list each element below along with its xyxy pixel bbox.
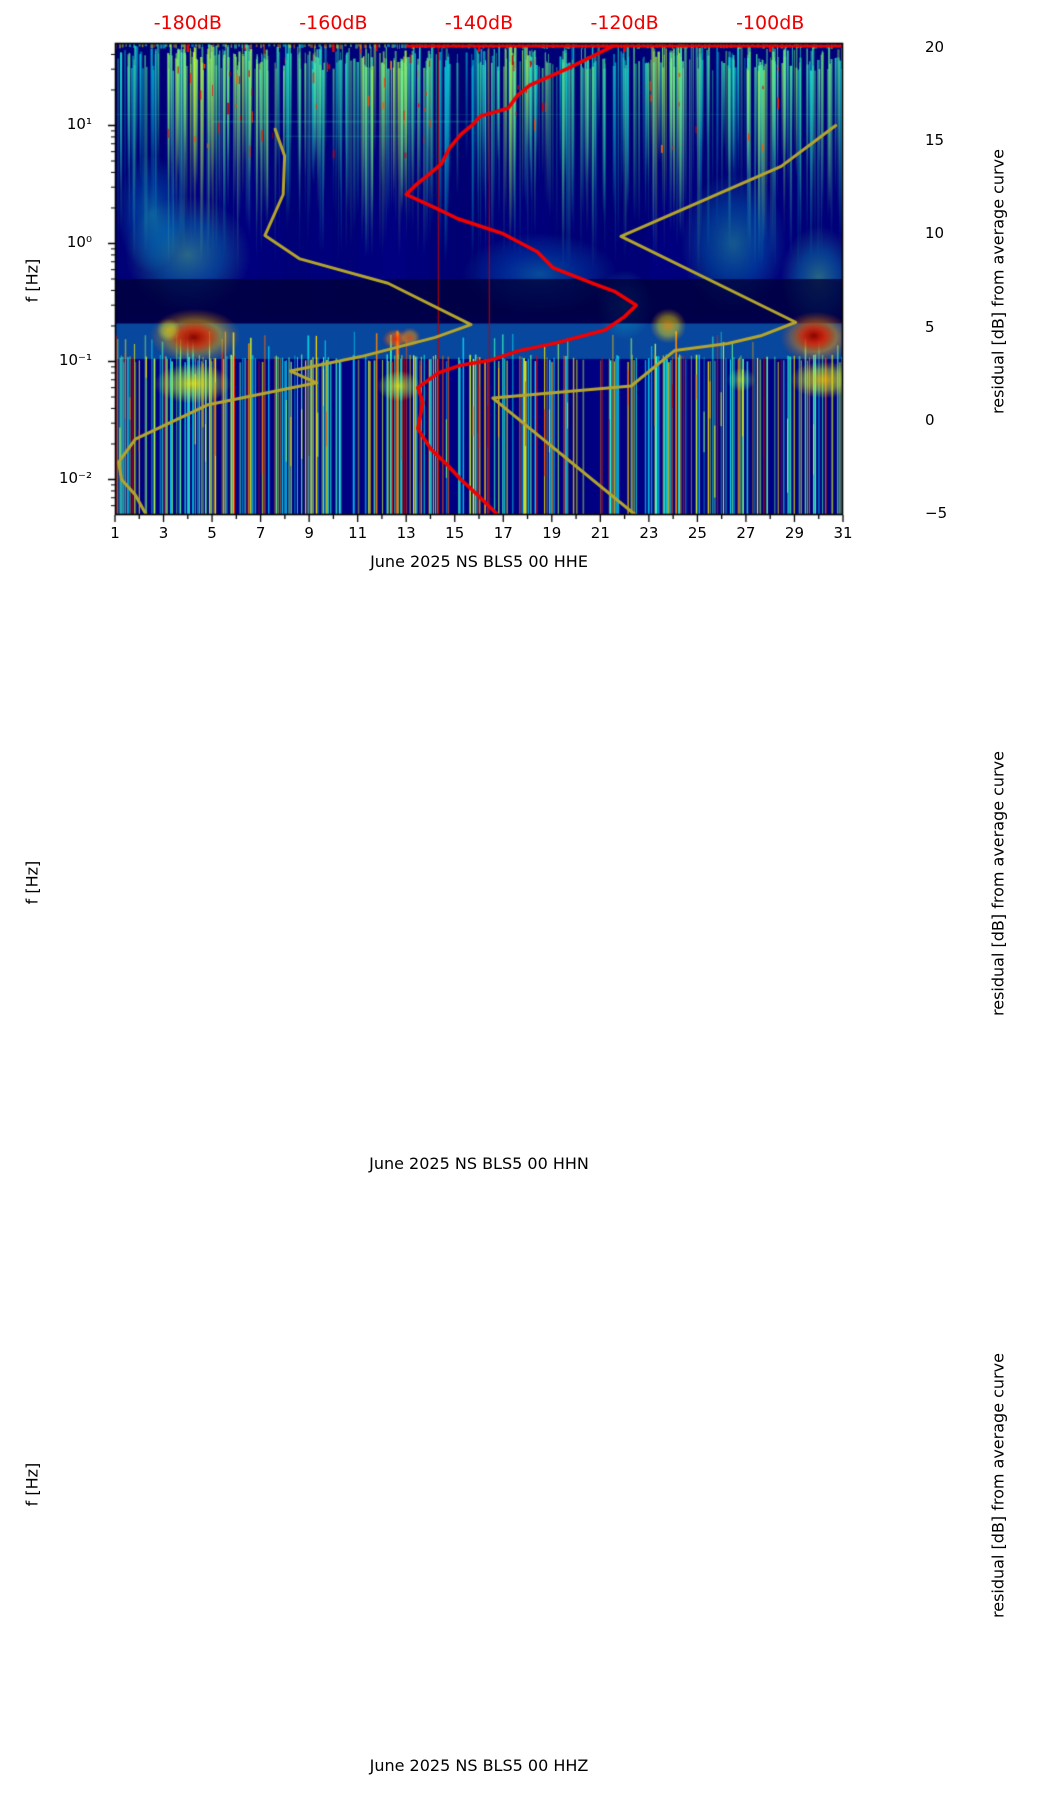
colorbar-tick-label: −5 <box>925 504 948 522</box>
y-axis-label: f [Hz] <box>22 258 42 303</box>
x-tick-label: 27 <box>736 524 756 542</box>
x-tick-label: 11 <box>348 524 368 542</box>
colorbar-tick-label: 20 <box>925 38 945 56</box>
x-tick-label: 31 <box>833 524 853 542</box>
top-axis-db-label: -100dB <box>736 12 805 34</box>
y-axis-label: f [Hz] <box>22 860 42 905</box>
x-tick-label: 1 <box>110 524 120 542</box>
y-tick-label: 10⁻¹ <box>58 351 92 370</box>
x-tick-label: 13 <box>396 524 416 542</box>
x-axis-title: June 2025 NS BLS5 00 HHE <box>370 552 588 571</box>
colorbar-tick-label: 0 <box>925 410 935 429</box>
top-axis-db-label: -140dB <box>444 12 514 34</box>
y-tick-label: 10⁰ <box>66 233 92 252</box>
x-tick-label: 3 <box>158 524 169 542</box>
colorbar-tick-label: 10 <box>925 224 945 243</box>
top-axis-db-label: -180dB <box>153 12 222 34</box>
colorbar-label: residual [dB] from average curve <box>988 751 1008 1016</box>
y-tick-label: 10¹ <box>66 115 92 134</box>
colorbar-label: residual [dB] from average curve <box>988 1353 1008 1618</box>
colorbar-label: residual [dB] from average curve <box>988 149 1008 414</box>
x-tick-label: 7 <box>255 524 266 542</box>
x-tick-label: 17 <box>493 524 513 542</box>
panel-hhn: f [Hz] June 2025 NS BLS5 00 HHN residual… <box>0 602 1052 1204</box>
x-axis-title: June 2025 NS BLS5 00 HHZ <box>369 1756 589 1775</box>
x-tick-label: 29 <box>784 524 804 542</box>
x-tick-label: 15 <box>445 524 465 542</box>
panel-hhz: f [Hz] June 2025 NS BLS5 00 HHZ residual… <box>0 1204 1052 1806</box>
y-tick-label: 10⁻² <box>58 469 92 488</box>
x-tick-label: 9 <box>304 524 314 542</box>
colorbar-tick-label: 5 <box>925 317 935 336</box>
x-axis-title: June 2025 NS BLS5 00 HHN <box>369 1154 589 1173</box>
colorbar-tick-label: 15 <box>925 131 945 150</box>
x-tick-label: 23 <box>639 524 659 542</box>
panel-hhe: f [Hz] June 2025 NS BLS5 00 HHE residual… <box>0 0 1052 602</box>
x-tick-label: 21 <box>590 524 610 542</box>
top-axis-db-label: -160dB <box>299 12 368 34</box>
x-tick-label: 5 <box>207 524 217 542</box>
y-axis-label: f [Hz] <box>22 1462 42 1507</box>
x-tick-label: 19 <box>542 524 562 542</box>
top-axis-db-label: -120dB <box>590 12 659 34</box>
x-tick-label: 25 <box>687 524 707 542</box>
